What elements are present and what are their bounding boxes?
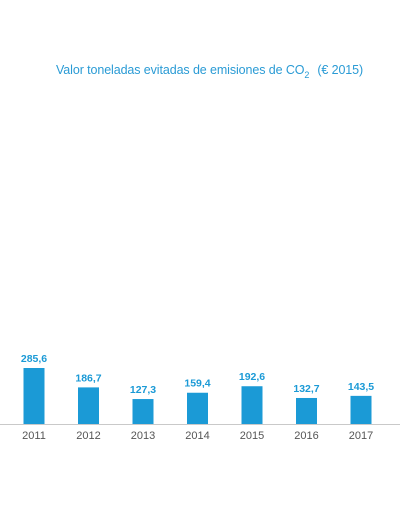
value-label-2015: 192,6 bbox=[239, 371, 265, 383]
bar-2011 bbox=[23, 368, 45, 424]
chart-title-text: Valor toneladas evitadas de emisiones de… bbox=[56, 63, 305, 77]
bar-2017 bbox=[350, 395, 372, 424]
value-label-2016: 132,7 bbox=[293, 383, 319, 395]
value-label-2011: 285,6 bbox=[21, 353, 47, 365]
x-tick-2015: 2015 bbox=[240, 430, 264, 442]
value-labels: 285,6 186,7 127,3 159,4 192,6 132,7 143,5 bbox=[21, 353, 374, 396]
bar-2015 bbox=[241, 386, 263, 424]
x-tick-2017: 2017 bbox=[349, 430, 373, 442]
value-label-2017: 143,5 bbox=[348, 381, 374, 393]
value-label-2014: 159,4 bbox=[184, 378, 210, 390]
chart-title: Valor toneladas evitadas de emisiones de… bbox=[56, 63, 363, 80]
x-tick-2016: 2016 bbox=[294, 430, 318, 442]
bar-series bbox=[23, 368, 372, 424]
bar-2016 bbox=[296, 397, 317, 424]
value-label-2012: 186,7 bbox=[75, 372, 101, 384]
x-tick-2014: 2014 bbox=[185, 430, 209, 442]
x-tick-2013: 2013 bbox=[131, 430, 155, 442]
x-tick-labels: 2011 2012 2013 2014 2015 2016 2017 bbox=[22, 430, 373, 442]
x-tick-2011: 2011 bbox=[22, 430, 46, 442]
bar-2013 bbox=[132, 399, 154, 424]
chart-title-subscript: 2 bbox=[304, 70, 310, 80]
bar-2012 bbox=[78, 387, 99, 424]
x-tick-2012: 2012 bbox=[76, 430, 100, 442]
value-label-2013: 127,3 bbox=[130, 384, 156, 396]
bar-2014 bbox=[187, 392, 208, 424]
chart-title-unit: (€ 2015) bbox=[317, 63, 364, 77]
